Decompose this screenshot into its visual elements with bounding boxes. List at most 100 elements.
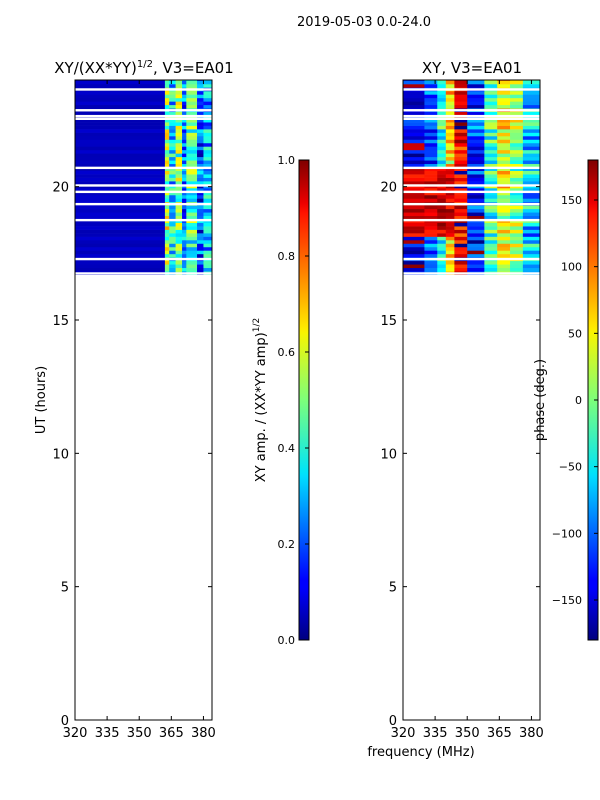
amplitude-heatmap-cell (169, 139, 176, 144)
phase-heatmap-cell (403, 170, 425, 175)
amplitude-heatmap-cell (197, 194, 204, 199)
phase-heatmap-cell (445, 226, 455, 230)
amplitude-heatmap-cell (182, 246, 187, 251)
amplitude-heatmap-cell (182, 188, 187, 192)
amplitude-heatmap-cell (203, 125, 212, 130)
phase-heatmap-cell (522, 260, 540, 265)
amplitude-flagged-row (75, 218, 212, 222)
amplitude-heatmap-cell (75, 156, 166, 161)
phase-heatmap-cell (522, 104, 540, 109)
amplitude-heatmap-cell (164, 111, 170, 116)
amplitude-heatmap-cell (164, 132, 170, 137)
phase-heatmap-cell (403, 163, 425, 168)
phase-heatmap-cell (510, 191, 524, 196)
phase-heatmap-cell (510, 149, 524, 154)
amplitude-heatmap-cell (186, 222, 198, 227)
phase-heatmap-cell (445, 191, 455, 196)
phase-heatmap-cell (522, 222, 540, 227)
amplitude-heatmap-cell (197, 136, 204, 140)
phase-heatmap-cell (484, 260, 498, 265)
phase-heatmap-cell (484, 129, 498, 133)
phase-heatmap-cell (437, 188, 447, 192)
phase-heatmap-cell (467, 194, 485, 199)
amplitude-heatmap-cell (186, 188, 198, 192)
phase-heatmap-cell (454, 191, 468, 196)
phase-heatmap-cell (437, 246, 447, 251)
amplitude-heatmap-cell (186, 153, 198, 158)
amplitude-heatmap-cell (182, 233, 187, 237)
phase-ytick-label: 0 (389, 714, 397, 729)
phase-heatmap-cell (424, 205, 438, 210)
amplitude-colorbar-tick-label: 1.0 (278, 154, 296, 167)
phase-ytick-label: 15 (380, 314, 397, 329)
amplitude-heatmap-cell (169, 215, 176, 220)
amplitude-heatmap-cell (182, 229, 187, 234)
amplitude-heatmap-cell (186, 233, 198, 237)
amplitude-heatmap-cell (164, 229, 170, 234)
phase-heatmap-cell (510, 122, 524, 126)
amplitude-heatmap-cell (182, 94, 187, 99)
amplitude-heatmap-cell (186, 205, 198, 210)
phase-heatmap-cell (484, 243, 498, 248)
amplitude-heatmap-cell (197, 174, 204, 178)
amplitude-heatmap-cell (186, 253, 198, 258)
amplitude-heatmap-cell (197, 233, 204, 237)
phase-heatmap-cell (424, 94, 438, 99)
phase-heatmap-cell (403, 118, 425, 123)
amplitude-heatmap-cell (164, 97, 170, 102)
amplitude-ytick-label: 15 (52, 314, 69, 329)
phase-heatmap-cell (424, 212, 438, 217)
phase-heatmap-cell (403, 260, 425, 265)
phase-heatmap-cell (497, 118, 511, 123)
amplitude-heatmap-cell (175, 243, 183, 248)
phase-heatmap-cell (522, 94, 540, 99)
amplitude-heatmap-cell (75, 212, 166, 217)
amplitude-heatmap-cell (175, 170, 183, 175)
phase-heatmap-cell (445, 97, 455, 102)
amplitude-heatmap-cell (175, 198, 183, 203)
amplitude-flagged-row (75, 184, 212, 187)
phase-heatmap-cell (522, 146, 540, 151)
phase-heatmap-cell (445, 253, 455, 258)
amplitude-heatmap-cell (169, 194, 176, 199)
phase-heatmap-cell (445, 84, 455, 88)
phase-heatmap-cell (424, 129, 438, 133)
amplitude-title-main: XY/(XX*YY) (54, 59, 137, 77)
amplitude-heatmap-cell (175, 90, 183, 95)
phase-heatmap-cell (403, 198, 425, 203)
amplitude-heatmap-cell (182, 170, 187, 175)
phase-ytick-label: 5 (389, 581, 397, 596)
amplitude-colorbar-label-main: XY amp. / (XX*YY amp) (254, 332, 269, 482)
phase-heatmap-cell (437, 136, 447, 140)
amplitude-heatmap-cell (164, 146, 170, 151)
amplitude-heatmap-cell (169, 90, 176, 95)
phase-heatmap-cell (437, 163, 447, 168)
amplitude-heatmap-cell (175, 163, 183, 168)
phase-xtick-label: 335 (423, 726, 448, 741)
phase-heatmap-cell (522, 118, 540, 123)
phase-heatmap-cell (522, 236, 540, 241)
phase-heatmap-cell (467, 188, 485, 192)
phase-heatmap-cell (424, 264, 438, 269)
amplitude-heatmap-cell (203, 80, 212, 85)
phase-heatmap-cell (467, 94, 485, 99)
phase-heatmap-cell (454, 84, 468, 88)
amplitude-heatmap-cell (186, 267, 198, 272)
amplitude-heatmap-cell (169, 153, 176, 158)
phase-heatmap-cell (484, 125, 498, 130)
phase-heatmap-cell (522, 125, 540, 130)
phase-heatmap-cell (424, 149, 438, 154)
amplitude-heatmap-cell (175, 153, 183, 158)
phase-heatmap-cell (497, 104, 511, 109)
phase-heatmap-cell (522, 111, 540, 116)
amplitude-heatmap-cell (75, 136, 166, 140)
amplitude-heatmap-cell (186, 264, 198, 269)
phase-heatmap-cell (403, 194, 425, 199)
phase-heatmap-cell (454, 264, 468, 269)
amplitude-heatmap-cell (197, 142, 204, 147)
figure-title: 2019-05-03 0.0-24.0 (297, 15, 431, 30)
phase-panel: 320 335 350 365 380 0 5 10 15 20 XY, V3=EA01 freq… (367, 59, 544, 760)
phase-xtick-label: 365 (487, 726, 512, 741)
amplitude-heatmap-cell (169, 132, 176, 137)
phase-heatmap-cell (454, 149, 468, 154)
